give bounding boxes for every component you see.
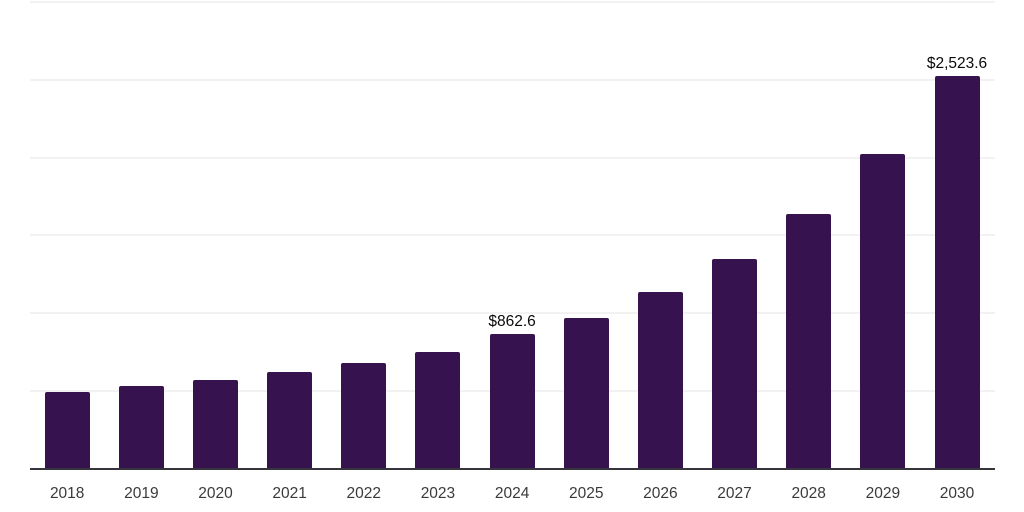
x-axis-line [30,468,995,470]
x-tick-label-2018: 2018 [49,485,85,502]
bar-2020[interactable] [193,380,238,469]
bar-2029[interactable] [860,154,906,469]
x-tick-label-2021: 2021 [272,485,307,502]
x-tick-label-2022: 2022 [346,485,382,502]
x-tick-label-2027: 2027 [717,485,752,502]
gridline [30,1,995,3]
bar-2026[interactable] [637,292,683,469]
x-tick-label-2023: 2023 [420,485,456,502]
bar-2024[interactable] [489,334,535,469]
x-tick-label-2028: 2028 [791,485,826,502]
gridline [30,312,995,314]
x-tick-label-2020: 2020 [198,485,233,502]
bar-2018[interactable] [44,391,90,469]
bar-2025[interactable] [563,317,609,469]
bar-value-label-2024: $862.6 [488,313,536,331]
bar-2021[interactable] [267,372,313,469]
bar-2019[interactable] [118,386,164,469]
bar-2023[interactable] [415,351,461,469]
bar-value-label-2030: $2,523.6 [926,55,988,73]
x-tick-label-2025: 2025 [569,485,604,502]
bar-2027[interactable] [712,258,758,469]
x-tick-label-2029: 2029 [865,485,901,502]
x-tick-label-2026: 2026 [643,485,678,502]
x-tick-label-2019: 2019 [124,485,159,502]
bar-2022[interactable] [341,363,387,469]
x-tick-label-2024: 2024 [494,485,530,502]
bar-2030[interactable] [934,76,980,469]
gridline [30,78,995,81]
x-tick-label-2030: 2030 [939,485,975,502]
gridline [30,156,995,159]
gridline [30,234,995,237]
bar-2028[interactable] [786,214,832,469]
